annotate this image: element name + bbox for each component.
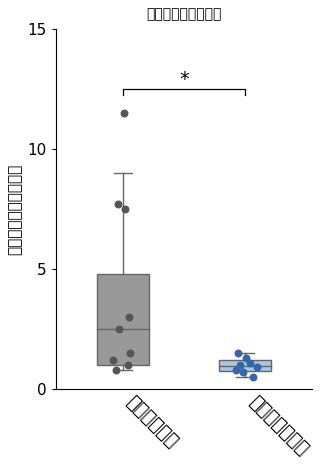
Point [117, 325, 122, 333]
Point [126, 313, 132, 321]
Point [240, 369, 245, 376]
Text: *: * [179, 70, 189, 89]
Point [123, 206, 128, 213]
Point [113, 366, 118, 373]
Y-axis label: 粘液層における存在比: 粘液層における存在比 [7, 164, 22, 254]
Point [122, 110, 127, 117]
Point [128, 349, 133, 356]
Point [125, 361, 130, 369]
Point [116, 200, 121, 208]
Point [251, 373, 256, 381]
Point [234, 366, 239, 373]
Point [255, 363, 260, 371]
Point [244, 354, 249, 362]
Bar [97, 274, 148, 365]
Point [247, 359, 252, 366]
Point [111, 356, 116, 364]
Point [235, 349, 240, 356]
Bar [219, 360, 271, 371]
Point [237, 361, 243, 369]
Title: 緑色蛛光陽性大腸菌: 緑色蛛光陽性大腸菌 [146, 7, 222, 21]
